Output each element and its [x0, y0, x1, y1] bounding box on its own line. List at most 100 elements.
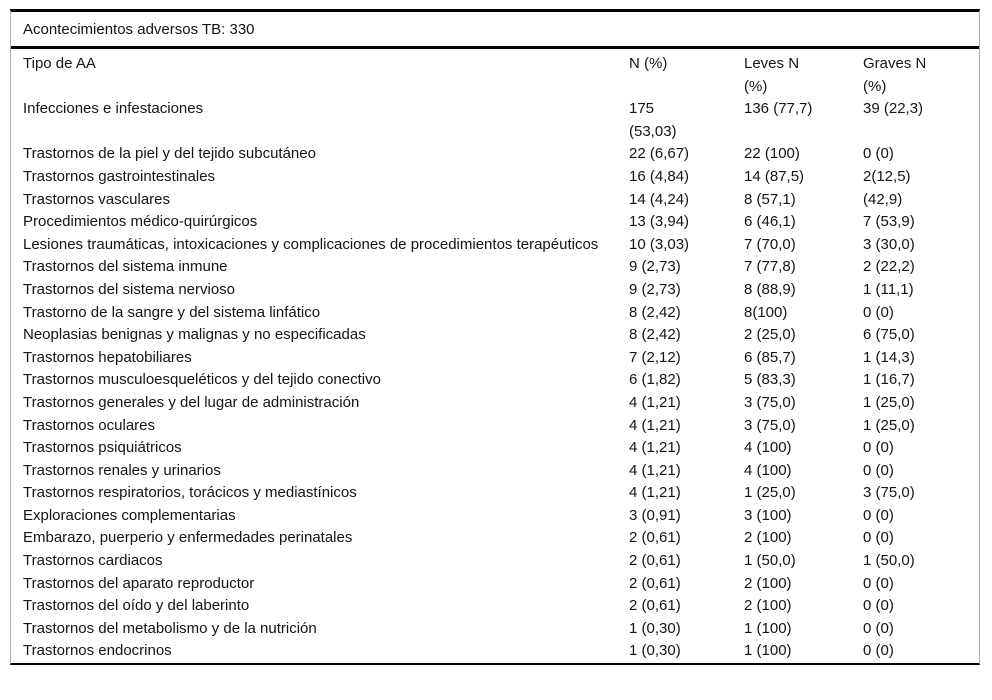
table-row: Trastornos del sistema nervioso 9 (2,73) 8… — [11, 279, 981, 302]
cell-graves-n-pct: 2 (22,2) — [863, 258, 915, 276]
table-row: Trastornos respiratorios, torácicos y me… — [11, 482, 981, 505]
table-row: Trastornos endocrinos 1 (0,30) 1 (100) 0 (0… — [11, 640, 981, 663]
cell-leves-n-pct: 8 (88,9) — [744, 280, 796, 298]
cell-tipo-de-aa: Trastornos psiquiátricos — [23, 439, 182, 457]
cell-leves-n-pct: 4 (100) — [744, 461, 792, 479]
cell-n-pct: 4 (1,21) — [629, 484, 681, 502]
cell-leves-n-pct: 5 (83,3) — [744, 371, 796, 389]
cell-tipo-de-aa: Trastornos gastrointestinales — [23, 167, 216, 185]
table-row: Trastornos de la piel y del tejido subcu… — [11, 143, 981, 166]
cell-tipo-de-aa: Trastornos del sistema nervioso — [23, 280, 236, 298]
cell-n-pct: 4 (1,21) — [629, 393, 681, 411]
cell-graves-n-pct: 1 (25,0) — [863, 416, 915, 434]
cell-graves-n-pct: 1 (25,0) — [863, 393, 915, 411]
cell-tipo-de-aa: Trastornos generales y del lugar de admi… — [23, 393, 360, 411]
table-row: Trastornos hepatobiliares 7 (2,12) 6 (85,7… — [11, 347, 981, 370]
cell-leves-n-pct: 2 (100) — [744, 574, 792, 592]
table-row: Trastornos del metabolismo y de la nutri… — [11, 618, 981, 641]
cell-leves-n-pct: 2 (100) — [744, 597, 792, 615]
cell-n-pct: 9 (2,73) — [629, 280, 681, 298]
table-row: Exploraciones complementarias 3 (0,91) 3 (… — [11, 505, 981, 528]
cell-n-pct: 8 (2,42) — [629, 326, 681, 344]
table-row: Trastornos del sistema inmune 9 (2,73) 7 (… — [11, 256, 981, 279]
cell-n-pct: 8 (2,42) — [629, 303, 681, 321]
cell-graves-n-pct: 0 (0) — [863, 506, 894, 524]
cell-n-pct: 13 (3,94) — [629, 213, 690, 231]
cell-leves-n-pct: 6 (85,7) — [744, 348, 796, 366]
cell-tipo-de-aa: Trastornos endocrinos — [23, 642, 172, 660]
table-row: Infecciones e infestaciones 175 (53,03) 13… — [11, 98, 981, 143]
cell-n-pct: 2 (0,61) — [629, 597, 681, 615]
cell-n-pct: 9 (2,73) — [629, 258, 681, 276]
cell-tipo-de-aa: Trastornos cardiacos — [23, 552, 163, 570]
table-row: Neoplasias benignas y malignas y no espe… — [11, 324, 981, 347]
cell-leves-n-pct: 14 (87,5) — [744, 167, 805, 185]
cell-n-pct: 2 (0,61) — [629, 574, 681, 592]
cell-leves-n-pct: 1 (100) — [744, 642, 792, 660]
cell-leves-n-pct: 3 (75,0) — [744, 416, 796, 434]
cell-n-pct: 3 (0,91) — [629, 506, 681, 524]
cell-tipo-de-aa: Exploraciones complementarias — [23, 506, 236, 524]
cell-n-pct: 175 (53,03) — [629, 100, 677, 140]
column-header-tipo-de-aa: Tipo de AA — [23, 55, 96, 72]
cell-graves-n-pct: 1 (14,3) — [863, 348, 915, 366]
cell-leves-n-pct: 4 (100) — [744, 439, 792, 457]
cell-graves-n-pct: 1 (50,0) — [863, 552, 915, 570]
table-row: Procedimientos médico-quirúrgicos 13 (3,9… — [11, 211, 981, 234]
table-row: Trastorno de la sangre y del sistema lin… — [11, 302, 981, 325]
cell-leves-n-pct: 7 (77,8) — [744, 258, 796, 276]
cell-tipo-de-aa: Trastornos vasculares — [23, 190, 170, 208]
cell-leves-n-pct: 1 (50,0) — [744, 552, 796, 570]
table-row: Embarazo, puerperio y enfermedades perin… — [11, 527, 981, 550]
cell-graves-n-pct: 3 (75,0) — [863, 484, 915, 502]
cell-tipo-de-aa: Trastornos del sistema inmune — [23, 258, 228, 276]
cell-leves-n-pct: 3 (100) — [744, 506, 792, 524]
column-header-graves-n-pct: Graves N (%) — [863, 55, 927, 95]
cell-tipo-de-aa: Trastornos respiratorios, torácicos y me… — [23, 484, 357, 502]
cell-n-pct: 10 (3,03) — [629, 235, 690, 253]
cell-leves-n-pct: 1 (100) — [744, 619, 792, 637]
adverse-events-table: Acontecimientos adversos TB: 330 Tipo de… — [10, 9, 981, 666]
cell-leves-n-pct: 7 (70,0) — [744, 235, 796, 253]
table-row: Trastornos generales y del lugar de admi… — [11, 392, 981, 415]
column-header-n-pct: N (%) — [629, 55, 668, 72]
cell-n-pct: 4 (1,21) — [629, 416, 681, 434]
cell-tipo-de-aa: Procedimientos médico-quirúrgicos — [23, 213, 258, 231]
cell-tipo-de-aa: Embarazo, puerperio y enfermedades perin… — [23, 529, 353, 547]
table-row: Trastornos psiquiátricos 4 (1,21) 4 (100) 0… — [11, 437, 981, 460]
cell-leves-n-pct: 1 (25,0) — [744, 484, 796, 502]
cell-graves-n-pct: 39 (22,3) — [863, 100, 924, 118]
cell-graves-n-pct: 2(12,5) — [863, 167, 911, 185]
header-row: Tipo de AA N (%) Leves N (%) Graves N (%… — [11, 49, 981, 98]
cell-n-pct: 2 (0,61) — [629, 529, 681, 547]
cell-graves-n-pct: 3 (30,0) — [863, 235, 915, 253]
cell-leves-n-pct: 2 (100) — [744, 529, 792, 547]
table-row: Trastornos del oído y del laberinto 2 (0,… — [11, 595, 981, 618]
cell-tipo-de-aa: Trastornos de la piel y del tejido subcu… — [23, 145, 316, 163]
cell-n-pct: 1 (0,30) — [629, 619, 681, 637]
cell-tipo-de-aa: Trastornos del oído y del laberinto — [23, 597, 250, 615]
table-row: Trastornos renales y urinarios 4 (1,21) 4 … — [11, 460, 981, 483]
cell-leves-n-pct: 22 (100) — [744, 145, 800, 163]
cell-graves-n-pct: 1 (16,7) — [863, 371, 915, 389]
table-row: Trastornos oculares 4 (1,21) 3 (75,0) 1 (25… — [11, 415, 981, 438]
cell-n-pct: 4 (1,21) — [629, 461, 681, 479]
cell-graves-n-pct: 0 (0) — [863, 303, 894, 321]
adverse-events-data-grid: Tipo de AA N (%) Leves N (%) Graves N (%… — [11, 49, 981, 663]
cell-tipo-de-aa: Trastornos oculares — [23, 416, 155, 434]
cell-tipo-de-aa: Lesiones traumáticas, intoxicaciones y c… — [23, 235, 599, 253]
cell-n-pct: 6 (1,82) — [629, 371, 681, 389]
cell-n-pct: 1 (0,30) — [629, 642, 681, 660]
cell-graves-n-pct: (42,9) — [863, 190, 903, 208]
cell-leves-n-pct: 3 (75,0) — [744, 393, 796, 411]
cell-tipo-de-aa: Trastornos del aparato reproductor — [23, 574, 255, 592]
table-row: Trastornos del aparato reproductor 2 (0,6… — [11, 573, 981, 596]
table-header: Tipo de AA N (%) Leves N (%) Graves N (%… — [11, 49, 981, 98]
cell-leves-n-pct: 6 (46,1) — [744, 213, 796, 231]
table-body: Infecciones e infestaciones 175 (53,03) 13… — [11, 98, 981, 663]
cell-tipo-de-aa: Trastornos hepatobiliares — [23, 348, 192, 366]
cell-graves-n-pct: 6 (75,0) — [863, 326, 915, 344]
cell-leves-n-pct: 136 (77,7) — [744, 100, 813, 118]
cell-tipo-de-aa: Trastornos renales y urinarios — [23, 461, 221, 479]
